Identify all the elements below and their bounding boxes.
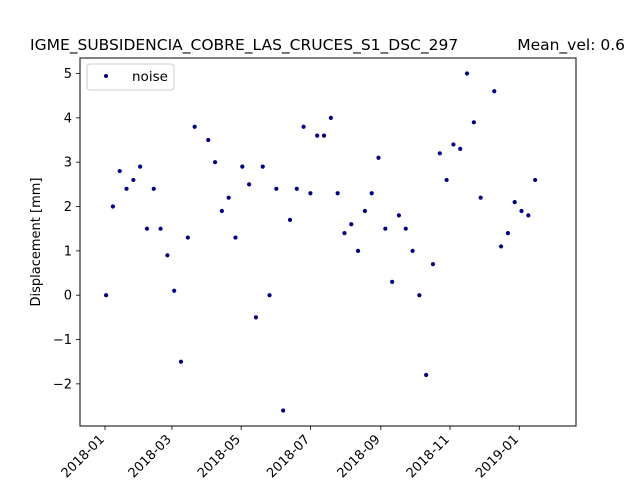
x-tick-label: 2018-05 [195,432,244,480]
data-point [478,195,483,200]
data-point [321,133,327,138]
data-point [247,182,252,187]
data-point [444,177,449,183]
data-point [124,186,129,191]
data-point [533,177,538,183]
x-tick-label: 2018-07 [264,432,313,480]
data-point [308,191,313,196]
data-point [424,372,429,378]
legend-frame [86,63,175,91]
data-point [226,195,231,200]
data-point [403,226,408,231]
data-point [281,408,286,413]
data-point [267,293,272,298]
data-point [138,164,143,169]
x-axis-ticks: 2018-01 2018-03 2018-05 2018-07 2018-09 2018-… [59,426,522,480]
data-point [458,146,463,151]
data-point [505,231,510,236]
data-point [212,160,218,165]
y-axis-ticks: −2 −1 0 1 2 3 4 5 [53,67,80,392]
data-point [158,226,163,231]
x-tick-label: 2018-03 [126,432,175,480]
chart-title: IGME_SUBSIDENCIA_COBRE_LAS_CRUCES_S1_DSC… [30,36,458,55]
chart-legend[interactable]: noise [86,63,175,91]
data-point [437,151,442,156]
data-point [362,208,367,214]
data-point [498,244,504,249]
data-point [396,213,402,218]
legend-label-noise: noise [132,69,168,85]
data-point [376,155,381,160]
data-point [328,115,333,120]
data-point [144,226,150,231]
y-tick-label: 4 [64,111,72,126]
data-point [110,204,116,209]
data-point [417,293,422,298]
y-tick-label: 5 [64,67,72,82]
plot-area-frame [79,57,577,427]
data-point [410,248,415,253]
mean-velocity-label: Mean_vel: 0.6 [517,36,625,55]
y-tick-label: 0 [64,289,72,304]
data-point [274,186,279,191]
data-point [430,262,436,267]
data-point [526,213,531,218]
data-point [464,71,470,76]
x-tick-label: 2018-11 [404,432,453,480]
data-point [315,133,320,138]
y-tick-label: 1 [64,244,72,259]
data-point [151,186,156,191]
data-point [287,217,293,222]
y-tick-label: 3 [64,156,72,171]
data-point [117,168,122,174]
data-point [451,142,456,147]
data-point [233,235,238,240]
y-axis-label: Displacement [mm] [29,178,44,307]
data-point [131,177,136,183]
data-point [390,279,395,285]
data-point [260,164,265,169]
data-point [240,164,245,169]
data-point [301,124,306,129]
data-point [383,226,388,231]
chart-title-group: IGME_SUBSIDENCIA_COBRE_LAS_CRUCES_S1_DSC… [30,36,625,55]
data-point [185,235,190,240]
data-point [294,186,299,191]
data-point [512,199,517,205]
data-point [104,293,109,298]
x-tick-label: 2018-01 [59,432,108,480]
data-point [519,208,524,214]
data-point [206,137,211,143]
y-tick-label: 2 [64,200,72,215]
legend-marker-icon [104,74,108,78]
data-point [165,253,170,258]
data-point [355,248,361,253]
data-point [219,208,224,214]
data-point [335,191,340,196]
y-tick-label: −2 [53,377,72,392]
data-point [369,191,374,196]
y-tick-label: −1 [53,333,72,348]
data-point [178,359,184,364]
x-tick-label: 2018-09 [335,432,384,480]
data-point [492,89,497,94]
data-point [349,222,354,227]
data-point [342,231,347,236]
data-point [172,288,177,293]
data-point [253,315,259,320]
data-point [192,124,197,129]
data-points [104,71,538,413]
x-tick-label: 2019-01 [473,432,522,480]
data-point [471,120,476,125]
